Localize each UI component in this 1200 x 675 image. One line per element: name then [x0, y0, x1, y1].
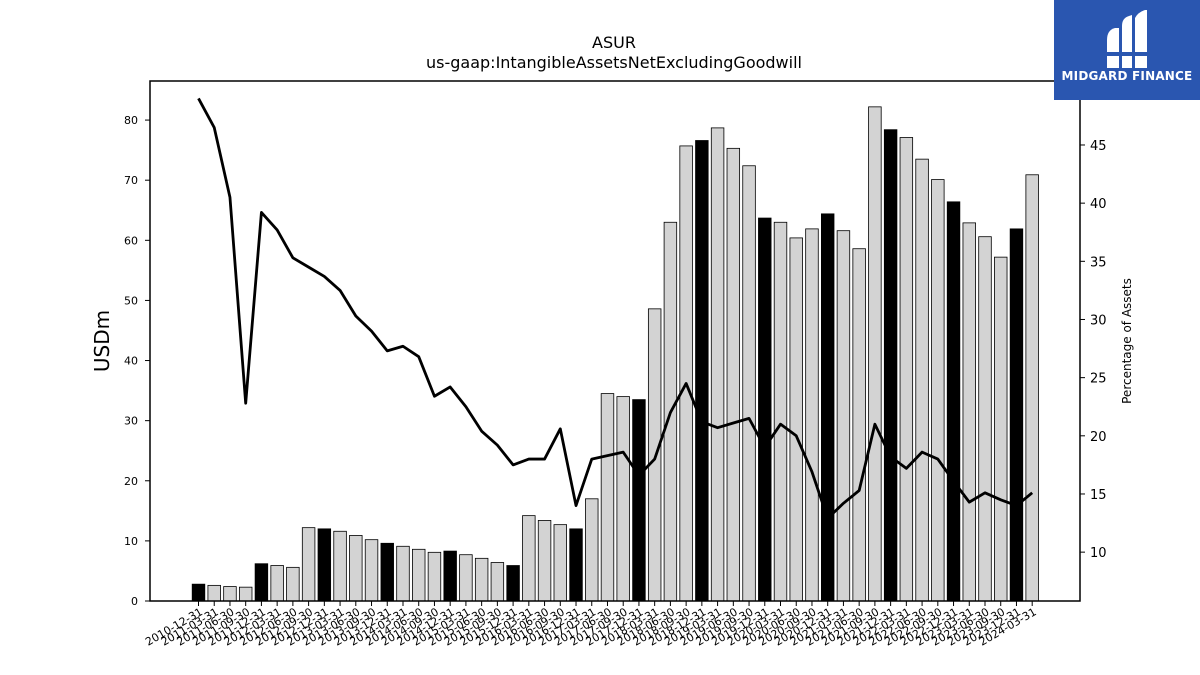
bar — [490, 562, 505, 602]
bar — [569, 528, 583, 602]
bar — [931, 179, 945, 602]
bar — [238, 586, 253, 602]
y2-tick-label: 15 — [1090, 488, 1107, 503]
bar — [506, 565, 520, 602]
bar — [270, 565, 284, 602]
bar — [679, 145, 693, 602]
bar — [286, 566, 300, 602]
bar — [695, 140, 709, 602]
bar — [946, 201, 961, 602]
bar — [317, 528, 332, 602]
y2-ticks: 10 15 20 25 30 35 40 45 — [1080, 139, 1107, 561]
bar — [191, 583, 206, 602]
bar — [616, 396, 630, 602]
bar — [773, 221, 788, 602]
bar — [459, 554, 473, 602]
bar — [883, 129, 898, 602]
y-tick-label: 80 — [124, 114, 138, 127]
bar — [978, 236, 992, 602]
bar — [254, 563, 269, 602]
bar — [474, 557, 489, 602]
bar — [1009, 228, 1024, 602]
chart-subtitle: us-gaap:IntangibleAssetsNetExcludingGood… — [426, 53, 802, 72]
y-ticks: 0 10 20 30 40 50 60 70 80 — [124, 114, 150, 608]
bar — [600, 393, 615, 602]
midgard-finance-logo-icon — [1105, 10, 1149, 68]
bar — [899, 137, 914, 602]
bar — [962, 222, 976, 602]
bar — [742, 165, 756, 602]
y-tick-label: 40 — [124, 355, 138, 368]
x-ticks: 2010-12-312011-03-312011-06-302011-09-30… — [143, 601, 1039, 649]
bar — [789, 237, 803, 602]
y-tick-label: 50 — [124, 294, 138, 307]
y-axis-label: USDm — [90, 310, 114, 372]
bar — [868, 106, 882, 602]
bar — [632, 399, 646, 602]
bar — [396, 545, 410, 602]
y2-tick-label: 10 — [1090, 546, 1107, 561]
plot-frame — [149, 80, 1081, 602]
y-tick-label: 0 — [131, 595, 138, 608]
bar — [1025, 174, 1039, 602]
brand-name: MIDGARD FINANCE — [1061, 69, 1193, 83]
series-line — [197, 97, 1034, 520]
bar — [915, 158, 929, 602]
bar — [710, 127, 725, 602]
midgard-finance-logo: MIDGARD FINANCE — [1054, 0, 1200, 100]
y2-tick-label: 40 — [1090, 197, 1107, 212]
bar — [412, 548, 426, 602]
y-tick-label: 10 — [124, 535, 138, 548]
y2-tick-label: 45 — [1090, 139, 1107, 154]
chart-title: ASUR — [592, 33, 636, 52]
bar — [333, 530, 347, 602]
bar — [522, 515, 536, 602]
y2-tick-label: 30 — [1090, 313, 1107, 328]
bar — [364, 539, 379, 602]
y2-tick-label: 35 — [1090, 255, 1107, 270]
bar — [380, 542, 394, 602]
line-layer — [197, 97, 1034, 520]
y-tick-label: 60 — [124, 234, 138, 247]
bar — [301, 527, 316, 602]
y2-tick-label: 20 — [1090, 430, 1107, 445]
bars-layer — [191, 106, 1039, 602]
bar — [758, 217, 772, 602]
bar — [726, 147, 741, 602]
bar — [537, 520, 552, 602]
y2-axis-label: Percentage of Assets — [1120, 278, 1134, 404]
bar — [443, 550, 457, 602]
bar — [223, 586, 237, 602]
bar — [994, 256, 1008, 602]
bar — [427, 551, 442, 602]
y-tick-label: 30 — [124, 415, 138, 428]
bar — [836, 230, 851, 602]
bar — [821, 213, 835, 602]
y-tick-label: 70 — [124, 174, 138, 187]
y-tick-label: 20 — [124, 475, 138, 488]
bar — [852, 248, 866, 602]
bar — [553, 524, 567, 602]
y2-tick-label: 25 — [1090, 372, 1107, 387]
axes-layer — [149, 80, 1081, 602]
bar — [349, 535, 363, 602]
bar — [585, 498, 599, 602]
bar — [805, 228, 819, 602]
bar — [207, 584, 221, 602]
